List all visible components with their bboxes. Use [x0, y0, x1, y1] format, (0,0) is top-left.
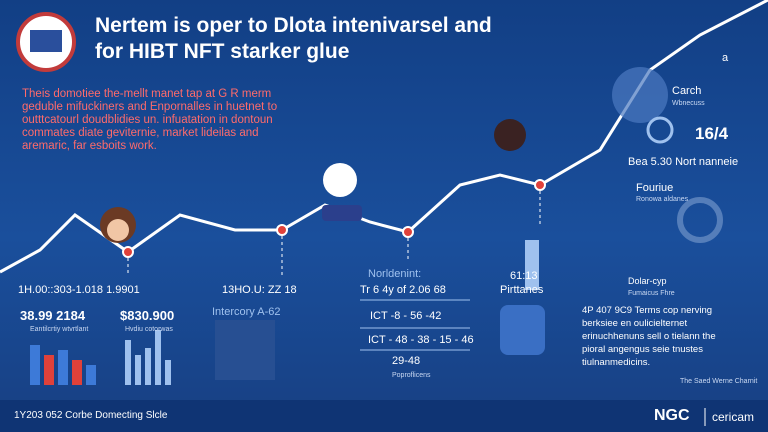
label: Bea 5.30 Nort nanneie: [628, 156, 739, 168]
text-line: 4P 407 9C9 Terms cop nerving: [582, 305, 713, 316]
label: Fouriue: [636, 182, 674, 194]
icon: [646, 116, 674, 144]
dashed-guides: [127, 185, 541, 275]
title: Nertem is oper to Dlota intenivarsel and: [95, 14, 492, 37]
character: [494, 119, 526, 151]
bar-icons: [30, 330, 171, 385]
footer-bar: [0, 400, 768, 432]
gear: [677, 197, 723, 243]
table-row: ICT -8 - 56 -42: [370, 310, 442, 322]
intro-line: Theis domotiee the-mellt manet tap at G …: [22, 88, 272, 100]
label: Pirttanes: [500, 284, 544, 296]
city-icon: [215, 320, 275, 380]
character: [323, 163, 357, 197]
globe: [612, 67, 668, 123]
label: Dolar-cyp: [628, 276, 667, 286]
label: Intercory A-62: [212, 306, 281, 318]
footer-brand: cericam: [712, 410, 755, 424]
stat: $830.900: [120, 308, 175, 323]
intro-line: geduble mifuckiners and Enpornalles in h…: [22, 101, 278, 113]
character-face: [107, 219, 129, 241]
pillar-icon: [525, 240, 539, 290]
label: Carch: [672, 85, 702, 97]
stat: 38.99 2184: [20, 308, 86, 323]
text-line: tiulnanmedicins.: [582, 357, 651, 368]
footer-text: 1Y203 052 Corbe Domecting Slcle: [14, 410, 168, 421]
footer-logo: NGC: [654, 407, 690, 424]
caption: Ronowa aldanes: [636, 196, 689, 203]
label: a: [722, 52, 729, 64]
intro-line: outttcatourl doudblidies un. infuatation…: [22, 114, 273, 126]
stat: 16/4: [695, 124, 729, 143]
table-row: ICT - 48 - 38 - 15 - 46: [368, 334, 474, 346]
table-row: Tr 6 4y of 2.06 68: [360, 284, 446, 296]
badge-icon: [30, 30, 62, 52]
caption: Hvdiu cotorwas: [125, 326, 173, 333]
credit: The Saed Werne Charnit: [680, 378, 758, 385]
text-line: pioral angengus seie tnustes: [582, 344, 703, 355]
heading: 1H.00::303-1.018 1.9901: [18, 284, 140, 296]
text-line: berksiee en oulicielternet: [582, 318, 688, 329]
device-icon: [500, 305, 545, 355]
stat: 61:13: [510, 270, 538, 282]
caption: Fumaicus Fhre: [628, 290, 675, 297]
text-line: erinuchhenuns sell o tielann the: [582, 331, 716, 342]
title: for HIBT NFT starker glue: [95, 40, 350, 63]
caption: Wbnecuss: [672, 100, 705, 107]
table-title: Norldenint:: [368, 268, 422, 280]
caption: Eantilcrtiy wtvrtlant: [30, 326, 89, 333]
heading: 13HO.U: ZZ 18: [222, 284, 297, 296]
caption: Poproflicens: [392, 372, 431, 379]
laptop: [322, 205, 362, 221]
table-row: 29-48: [392, 355, 421, 367]
markers: [122, 179, 546, 258]
intro-line: commates diate geviternie, market lideil…: [22, 127, 259, 139]
intro-line: aremaric, far esboits work.: [22, 140, 157, 152]
